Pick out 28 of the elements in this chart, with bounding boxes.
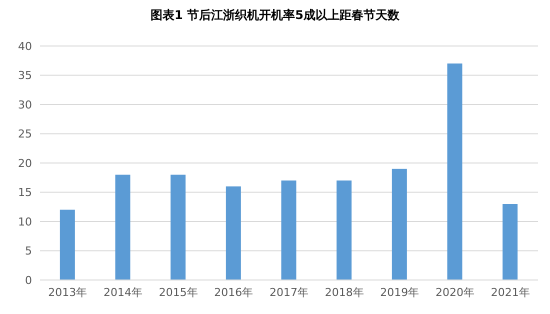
y-tick-label: 5: [25, 244, 32, 258]
bar: [60, 210, 75, 280]
x-tick-label: 2015年: [158, 286, 198, 299]
bar: [336, 180, 352, 280]
bar: [502, 204, 518, 280]
y-tick-label: 25: [18, 128, 32, 141]
bar: [281, 180, 296, 280]
bar: [115, 174, 130, 280]
y-tick-label: 20: [18, 156, 32, 170]
y-tick-label: 35: [18, 69, 32, 82]
bar: [447, 64, 462, 280]
y-tick-label: 15: [18, 186, 32, 200]
x-tick-label: 2021年: [490, 286, 530, 299]
bar: [226, 186, 241, 280]
y-tick-label: 40: [18, 40, 32, 53]
x-tick-label: 2016年: [214, 286, 254, 299]
x-tick-label: 2018年: [324, 286, 364, 299]
y-tick-label: 0: [25, 274, 32, 287]
y-tick-label: 10: [18, 215, 32, 228]
x-tick-label: 2014年: [104, 286, 142, 299]
chart-title: 图表1 节后江浙织机开机率5成以上距春节天数: [150, 8, 400, 24]
bar: [170, 174, 186, 280]
bar: [392, 168, 407, 280]
x-tick-label: 2019年: [380, 286, 420, 299]
x-tick-label: 2020年: [436, 286, 474, 299]
y-tick-label: 30: [18, 98, 32, 112]
x-tick-label: 2017年: [270, 286, 308, 299]
x-tick-label: 2013年: [48, 286, 88, 299]
